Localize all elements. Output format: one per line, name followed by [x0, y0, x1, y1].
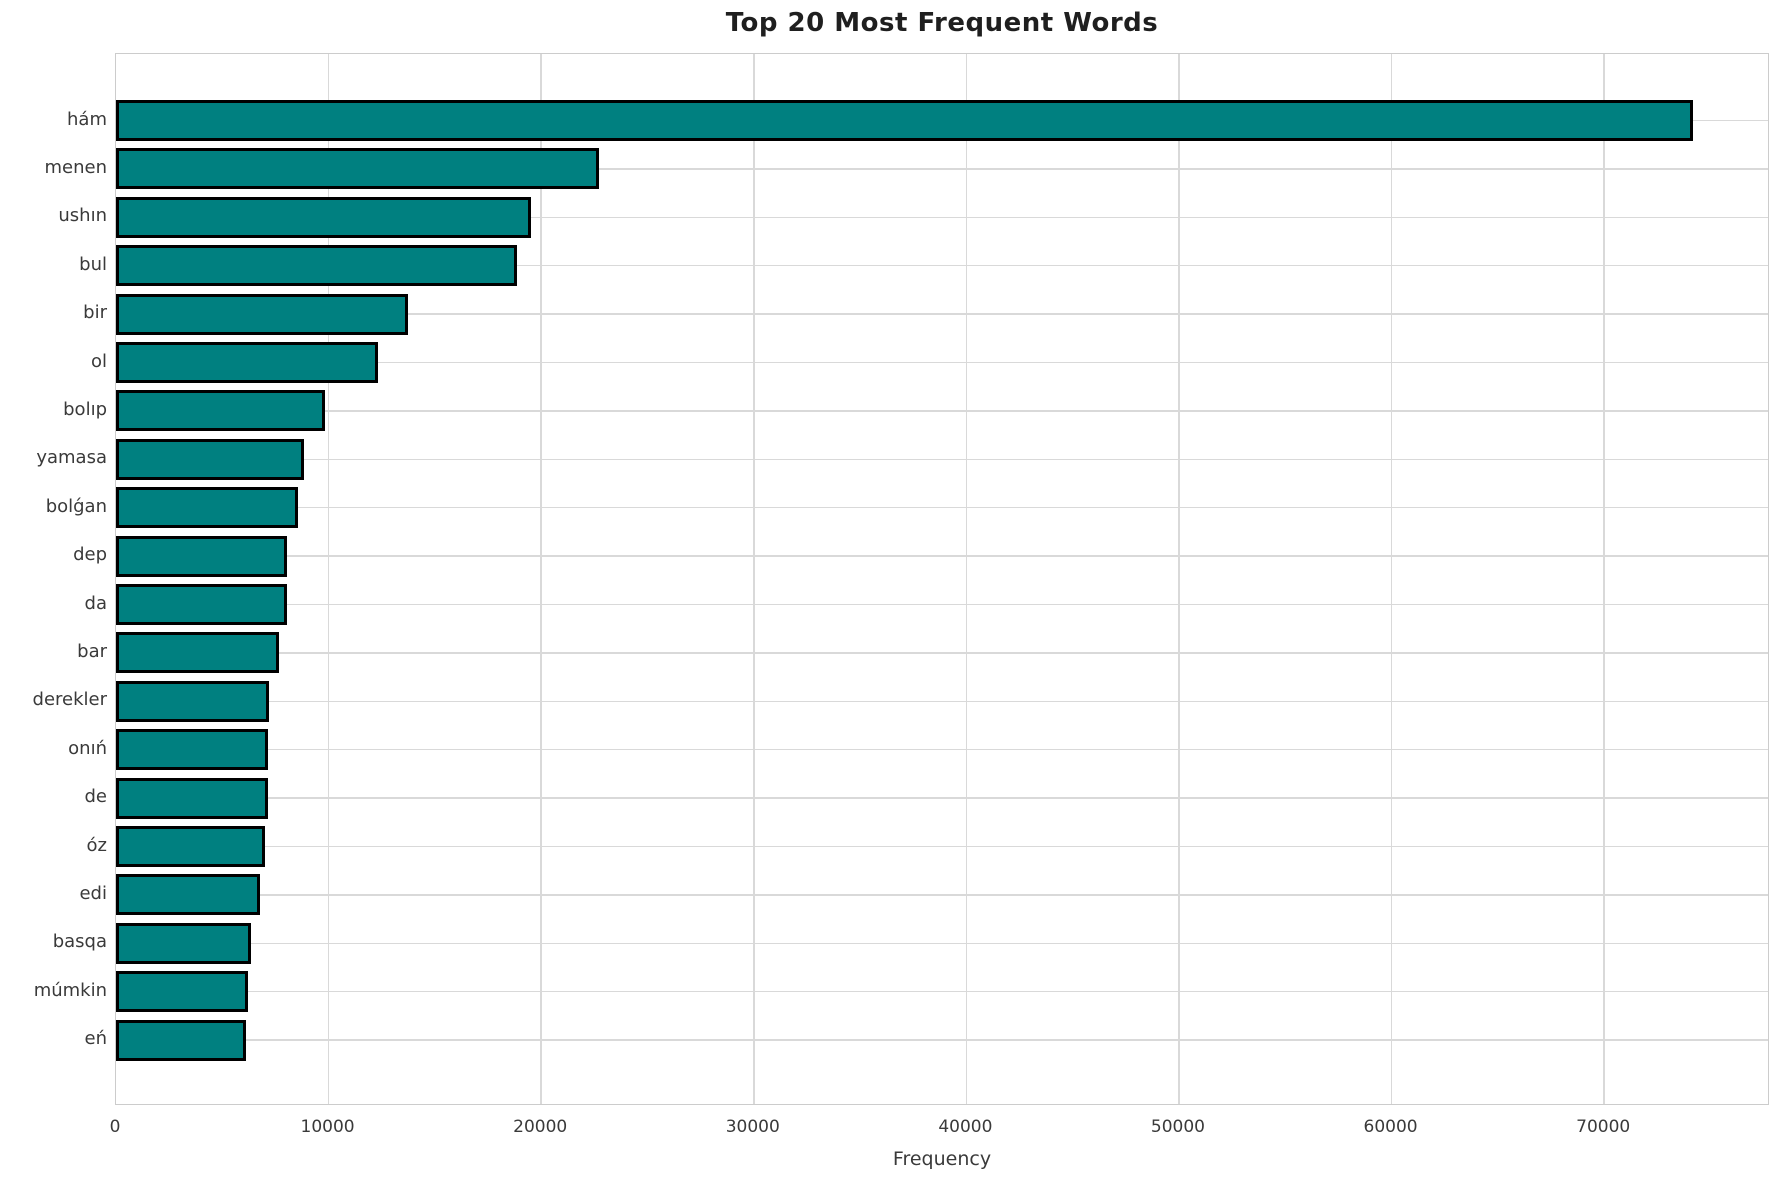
x-tick-label: 60000 [1363, 1117, 1418, 1137]
y-gridline [116, 845, 1768, 848]
bar-bolıp [116, 390, 325, 432]
y-tick-label: dep [73, 544, 107, 566]
y-tick-label: basqa [52, 931, 107, 953]
y-tick-label: bar [77, 640, 107, 662]
bar-basqa [116, 922, 251, 964]
y-gridline [116, 555, 1768, 557]
x-gridline [327, 54, 330, 1104]
bar-edi [116, 874, 261, 916]
bar-ol [116, 342, 379, 383]
x-tick-label: 10000 [300, 1117, 355, 1137]
y-tick-label: bolǵan [45, 495, 107, 517]
y-tick-label: ol [90, 350, 107, 372]
y-tick-label: ushın [58, 205, 107, 227]
y-tick-label: de [84, 786, 108, 808]
y-gridline [116, 458, 1768, 461]
y-tick-label: bolıp [63, 398, 107, 420]
y-tick-label: hám [67, 108, 107, 130]
y-tick-label: bul [79, 253, 107, 275]
y-tick-label: edi [79, 882, 107, 904]
y-tick-label: menen [44, 156, 108, 178]
y-tick-label: bir [83, 302, 107, 324]
x-tick-label: 40000 [938, 1117, 993, 1137]
bar-hám [116, 100, 1694, 141]
bar-da [116, 584, 288, 625]
y-tick-label: derekler [32, 689, 107, 711]
x-tick-label: 50000 [1150, 1117, 1206, 1137]
x-tick-label: 20000 [513, 1117, 568, 1137]
plot-area [115, 53, 1769, 1105]
bar-bolǵan [116, 487, 298, 529]
y-gridline [116, 313, 1768, 315]
y-tick-label: múmkin [33, 979, 107, 1001]
bar-menen [116, 148, 599, 190]
x-axis-title: Frequency [892, 1148, 992, 1170]
bar-onıń [116, 729, 268, 771]
y-tick-label: eń [84, 1028, 107, 1050]
x-gridline [753, 54, 755, 1104]
x-gridline [1178, 54, 1180, 1104]
y-gridline [116, 748, 1768, 751]
bar-bul [116, 245, 518, 287]
y-gridline [116, 264, 1768, 267]
x-gridline [1390, 54, 1393, 1104]
y-gridline [116, 700, 1768, 703]
x-gridline [1603, 54, 1605, 1104]
x-tick-label: 0 [109, 1117, 121, 1137]
x-tick-label: 70000 [1576, 1117, 1631, 1137]
bar-yamasa [116, 438, 304, 480]
y-tick-label: da [84, 592, 107, 614]
y-tick-label: yamasa [36, 447, 107, 469]
y-gridline [116, 603, 1768, 606]
y-gridline [116, 797, 1768, 799]
y-gridline [116, 216, 1768, 219]
y-gridline [116, 1039, 1768, 1041]
bar-eń [116, 1019, 247, 1061]
y-gridline [116, 894, 1768, 896]
y-gridline [116, 652, 1768, 654]
x-tick-label: 30000 [725, 1117, 780, 1137]
bar-ushın [116, 196, 531, 238]
bar-dep [116, 535, 288, 577]
y-tick-label: onıń [68, 737, 107, 759]
y-gridline [116, 361, 1768, 364]
y-tick-label: óz [86, 834, 107, 856]
y-gridline [116, 506, 1768, 509]
y-gridline [116, 410, 1768, 412]
y-gridline [116, 990, 1768, 993]
chart-title: Top 20 Most Frequent Words [725, 8, 1159, 38]
x-gridline [965, 54, 968, 1104]
bar-óz [116, 826, 266, 867]
bar-derekler [116, 680, 270, 722]
bar-bir [116, 293, 409, 335]
x-gridline [540, 54, 542, 1104]
bar-bar [116, 632, 280, 674]
bar-de [116, 777, 268, 819]
bar-múmkin [116, 971, 249, 1013]
y-gridline [116, 942, 1768, 945]
y-gridline [116, 168, 1768, 170]
